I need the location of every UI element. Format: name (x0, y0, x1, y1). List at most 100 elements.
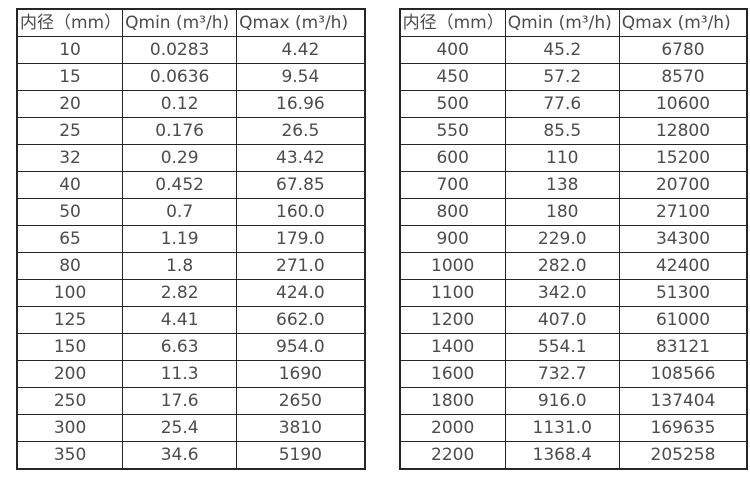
table-cell: 1131.0 (504, 414, 620, 442)
table-cell: 6780 (618, 36, 748, 64)
table-row: 300 25.4 3810 (16, 414, 366, 442)
table-row: 900 229.0 34300 (399, 225, 748, 253)
table-body: 10 0.0283 4.42 15 0.0636 9.54 20 0.12 16.96 25 0.1… (16, 36, 366, 470)
table-cell: 32 (16, 144, 124, 172)
table-cell: 83121 (618, 333, 748, 361)
table-row: 20 0.12 16.96 (16, 90, 366, 118)
table-cell: 450 (399, 63, 506, 91)
table-row: 600 110 15200 (399, 144, 748, 172)
table-cell: 100 (16, 279, 124, 307)
table-cell: 11.3 (122, 360, 238, 388)
table-row: 1200 407.0 61000 (399, 306, 748, 334)
table-cell: 12800 (618, 117, 748, 145)
column-header-qmin: Qmin (m³/h) (122, 8, 238, 37)
table-cell: 20700 (618, 171, 748, 199)
table-cell: 424.0 (236, 279, 366, 307)
table-cell: 169635 (618, 414, 748, 442)
table-cell: 205258 (618, 441, 748, 470)
table-body: 400 45.2 6780 450 57.2 8570 500 77.6 10600 550 85.… (399, 36, 748, 470)
table-cell: 85.5 (504, 117, 620, 145)
table-row: 200 11.3 1690 (16, 360, 366, 388)
table-cell: 2200 (399, 441, 506, 470)
table-cell: 45.2 (504, 36, 620, 64)
column-header-diameter: 内径（mm） (16, 8, 124, 37)
table-cell: 350 (16, 441, 124, 470)
table-cell: 1800 (399, 387, 506, 415)
table-cell: 1368.4 (504, 441, 620, 470)
table-row: 100 2.82 424.0 (16, 279, 366, 307)
table-cell: 25.4 (122, 414, 238, 442)
table-cell: 700 (399, 171, 506, 199)
table-cell: 282.0 (504, 252, 620, 280)
table-cell: 10 (16, 36, 124, 64)
table-cell: 77.6 (504, 90, 620, 118)
table-row: 450 57.2 8570 (399, 63, 748, 91)
table-cell: 138 (504, 171, 620, 199)
table-cell: 8570 (618, 63, 748, 91)
flow-spec-tables: 内径（mm） Qmin (m³/h) Qmax (m³/h) 10 0.0283 4… (16, 8, 749, 470)
table-cell: 1.19 (122, 225, 238, 253)
table-cell: 4.42 (236, 36, 366, 64)
table-cell: 732.7 (504, 360, 620, 388)
table-cell: 43.42 (236, 144, 366, 172)
table-cell: 2000 (399, 414, 506, 442)
table-cell: 26.5 (236, 117, 366, 145)
table-cell: 1.8 (122, 252, 238, 280)
header-row: 内径（mm） Qmin (m³/h) Qmax (m³/h) (16, 8, 366, 37)
table-cell: 1400 (399, 333, 506, 361)
table-cell: 0.12 (122, 90, 238, 118)
flow-spec-table-large-diameters: 内径（mm） Qmin (m³/h) Qmax (m³/h) 400 45.2 67… (398, 8, 749, 470)
column-header-diameter: 内径（mm） (399, 8, 506, 37)
table-row: 1400 554.1 83121 (399, 333, 748, 361)
table-cell: 0.452 (122, 171, 238, 199)
table-cell: 2650 (236, 387, 366, 415)
table-cell: 1690 (236, 360, 366, 388)
table-cell: 0.29 (122, 144, 238, 172)
table-cell: 180 (504, 198, 620, 226)
table-cell: 9.54 (236, 63, 366, 91)
table-row: 65 1.19 179.0 (16, 225, 366, 253)
table-row: 125 4.41 662.0 (16, 306, 366, 334)
table-row: 25 0.176 26.5 (16, 117, 366, 145)
table-row: 1800 916.0 137404 (399, 387, 748, 415)
table-cell: 300 (16, 414, 124, 442)
table-row: 1100 342.0 51300 (399, 279, 748, 307)
table-cell: 600 (399, 144, 506, 172)
table-row: 500 77.6 10600 (399, 90, 748, 118)
table-cell: 20 (16, 90, 124, 118)
table-row: 250 17.6 2650 (16, 387, 366, 415)
table-cell: 16.96 (236, 90, 366, 118)
table-row: 40 0.452 67.85 (16, 171, 366, 199)
table-cell: 40 (16, 171, 124, 199)
table-cell: 1000 (399, 252, 506, 280)
table-row: 2000 1131.0 169635 (399, 414, 748, 442)
table-cell: 150 (16, 333, 124, 361)
table-row: 1000 282.0 42400 (399, 252, 748, 280)
table-cell: 916.0 (504, 387, 620, 415)
table-cell: 137404 (618, 387, 748, 415)
table-cell: 229.0 (504, 225, 620, 253)
table-cell: 200 (16, 360, 124, 388)
table-cell: 160.0 (236, 198, 366, 226)
table-row: 10 0.0283 4.42 (16, 36, 366, 64)
table-cell: 125 (16, 306, 124, 334)
table-cell: 179.0 (236, 225, 366, 253)
table-cell: 15200 (618, 144, 748, 172)
flow-spec-table-small-diameters: 内径（mm） Qmin (m³/h) Qmax (m³/h) 10 0.0283 4… (16, 8, 366, 470)
table-cell: 108566 (618, 360, 748, 388)
table-row: 80 1.8 271.0 (16, 252, 366, 280)
table-cell: 250 (16, 387, 124, 415)
table-row: 15 0.0636 9.54 (16, 63, 366, 91)
table-cell: 2.82 (122, 279, 238, 307)
table-cell: 51300 (618, 279, 748, 307)
table-cell: 3810 (236, 414, 366, 442)
table-row: 2200 1368.4 205258 (399, 441, 748, 470)
table-cell: 10600 (618, 90, 748, 118)
table-cell: 1600 (399, 360, 506, 388)
table-cell: 42400 (618, 252, 748, 280)
table-row: 550 85.5 12800 (399, 117, 748, 145)
table-cell: 554.1 (504, 333, 620, 361)
table-cell: 17.6 (122, 387, 238, 415)
table-cell: 271.0 (236, 252, 366, 280)
table-cell: 407.0 (504, 306, 620, 334)
